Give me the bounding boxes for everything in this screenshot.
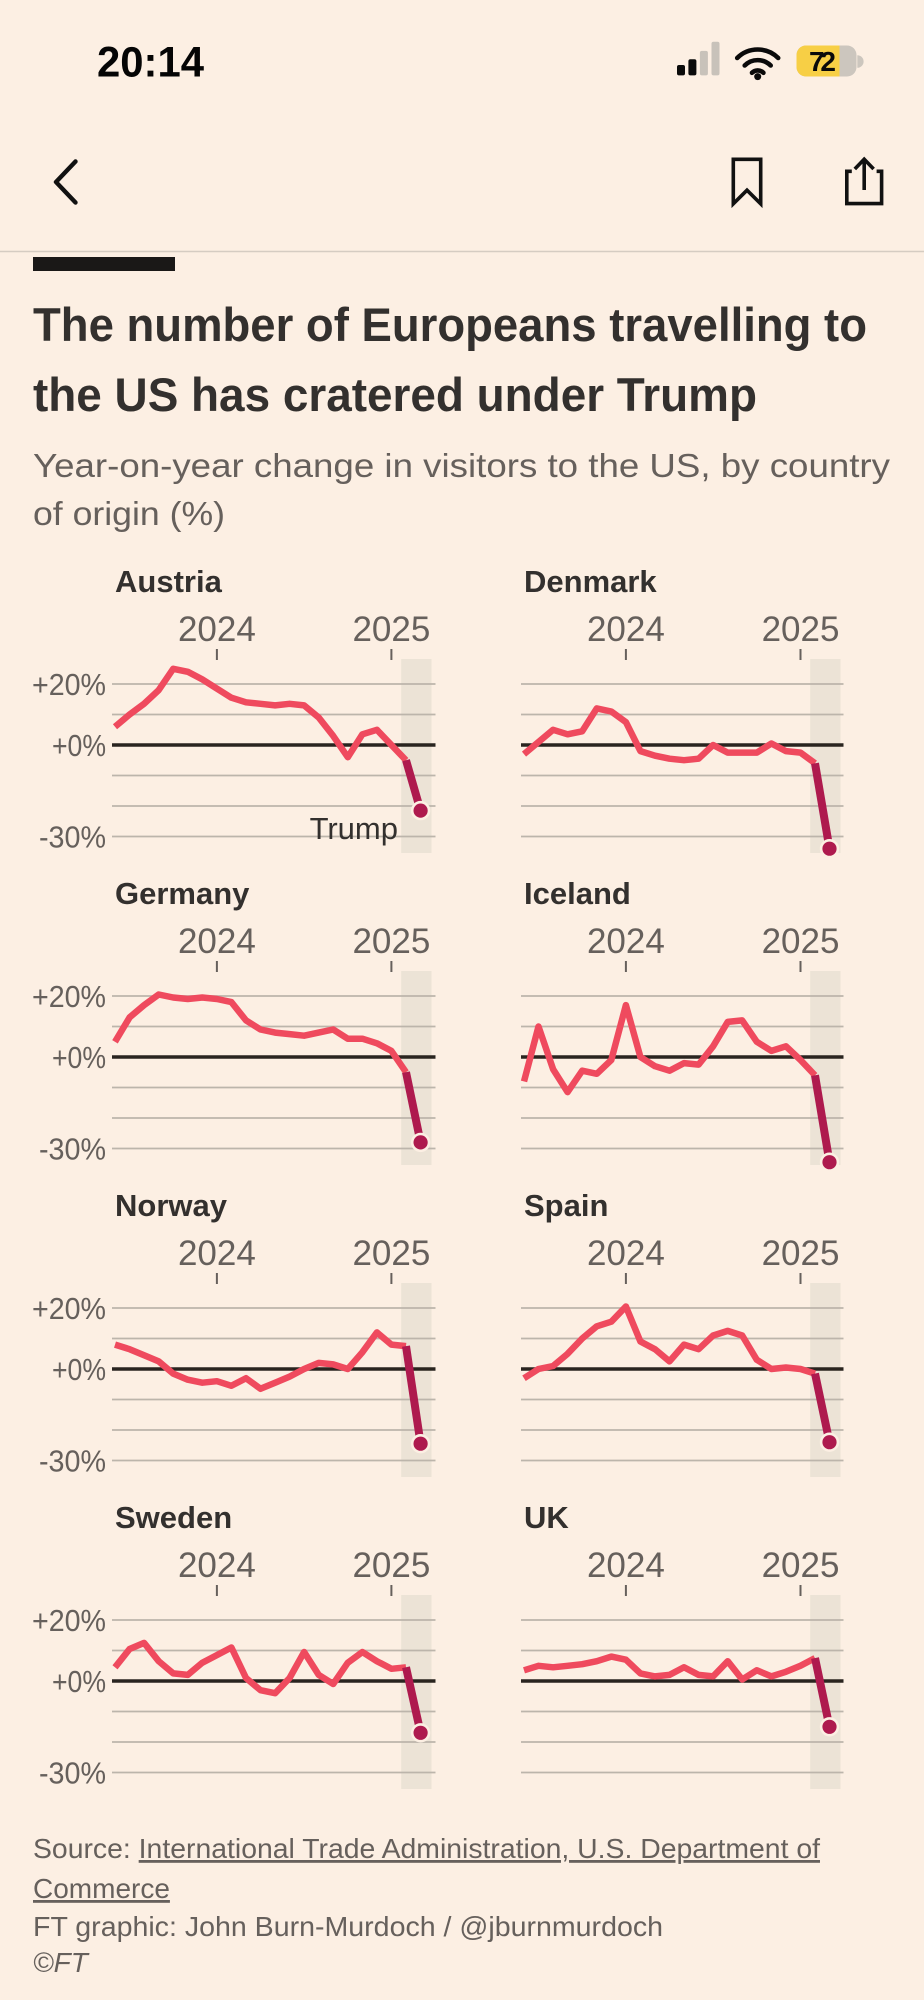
svg-text:+20%: +20% (32, 667, 106, 702)
svg-text:+20%: +20% (32, 979, 106, 1014)
svg-text:+20%: +20% (32, 1291, 106, 1326)
svg-text:2024: 2024 (587, 1546, 665, 1585)
svg-text:-30%: -30% (39, 820, 106, 855)
svg-text:Norway: Norway (115, 1188, 228, 1223)
svg-text:The number of Europeans travel: The number of Europeans travelling to (33, 298, 867, 351)
svg-text:the US has cratered under Trum: the US has cratered under Trump (33, 368, 757, 421)
svg-text:2024: 2024 (178, 1546, 256, 1585)
svg-text:+20%: +20% (32, 1603, 106, 1638)
svg-text:©FT: ©FT (33, 1947, 90, 1978)
svg-text:2024: 2024 (178, 922, 256, 961)
svg-text:+0%: +0% (52, 1664, 106, 1699)
svg-text:+0%: +0% (52, 728, 106, 763)
svg-text:FT graphic: John Burn-Murdoch: FT graphic: John Burn-Murdoch / @jburnmu… (33, 1911, 663, 1942)
svg-text:2025: 2025 (762, 922, 840, 961)
svg-text:Source: International Trade Ad: Source: International Trade Administrati… (33, 1833, 820, 1864)
svg-text:2025: 2025 (762, 1546, 840, 1585)
svg-text:-30%: -30% (39, 1756, 106, 1791)
svg-text:2025: 2025 (352, 610, 430, 649)
svg-text:2024: 2024 (178, 610, 256, 649)
svg-text:Sweden: Sweden (115, 1500, 232, 1535)
svg-text:UK: UK (524, 1500, 569, 1535)
svg-text:+0%: +0% (52, 1040, 106, 1075)
svg-text:-30%: -30% (39, 1132, 106, 1167)
svg-text:2024: 2024 (587, 922, 665, 961)
svg-text:2024: 2024 (178, 1234, 256, 1273)
svg-text:2025: 2025 (762, 610, 840, 649)
svg-text:2025: 2025 (762, 1234, 840, 1273)
svg-text:2024: 2024 (587, 1234, 665, 1273)
svg-text:Trump: Trump (310, 811, 398, 846)
svg-text:-30%: -30% (39, 1444, 106, 1479)
svg-text:Germany: Germany (115, 876, 250, 911)
svg-text:+0%: +0% (52, 1352, 106, 1387)
svg-text:Iceland: Iceland (524, 876, 631, 911)
svg-text:72: 72 (809, 46, 836, 77)
svg-text:Spain: Spain (524, 1188, 608, 1223)
svg-text:2025: 2025 (352, 1234, 430, 1273)
svg-text:Year-on-year change in visitor: Year-on-year change in visitors to the U… (33, 447, 891, 484)
svg-text:of origin (%): of origin (%) (33, 495, 225, 532)
svg-text:2025: 2025 (352, 1546, 430, 1585)
svg-text:20:14: 20:14 (97, 39, 204, 87)
svg-text:2024: 2024 (587, 610, 665, 649)
svg-text:2025: 2025 (352, 922, 430, 961)
svg-text:Commerce: Commerce (33, 1873, 170, 1904)
svg-text:Denmark: Denmark (524, 564, 657, 599)
svg-text:Austria: Austria (115, 564, 223, 599)
